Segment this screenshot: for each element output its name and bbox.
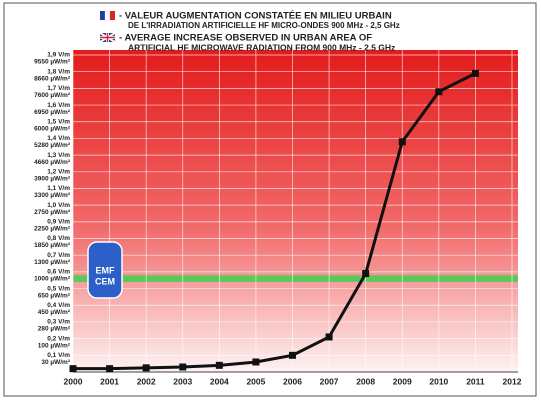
y-tick-label: 1,1 V/m [47, 185, 70, 192]
y-tick-label: 0,8 V/m [47, 235, 70, 242]
point [69, 365, 77, 373]
point [289, 351, 296, 359]
point [435, 88, 443, 96]
point [362, 270, 370, 278]
y-tick-label: 6950 µW/m² [34, 109, 71, 116]
y-tick-label: 2250 µW/m² [34, 226, 71, 233]
flag-fr [100, 10, 115, 21]
y-tick-label: 1,2 V/m [47, 169, 70, 176]
y-tick-label: 4660 µW/m² [34, 159, 71, 166]
x-tick-label: 2003 [173, 376, 192, 386]
y-tick-label: 0,6 V/m [47, 269, 70, 276]
point [215, 361, 223, 369]
x-tick-label: 2008 [356, 376, 375, 386]
y-tick-label: 1,6 V/m [47, 102, 70, 109]
y-tick-label: 1,9 V/m [47, 52, 70, 59]
series-line [73, 72, 477, 371]
logo-text: CEM [95, 276, 115, 286]
y-tick-label: 1,8 V/m [47, 68, 70, 75]
y-tick-label: 0,1 V/m [47, 352, 70, 359]
y-tick-label: 100 µW/m² [38, 342, 71, 349]
x-tick-label: 2009 [393, 376, 412, 386]
y-tick-label: 3900 µW/m² [34, 176, 71, 183]
x-tick-label: 2012 [503, 376, 522, 386]
y-tick-label: 1,7 V/m [47, 85, 70, 92]
y-tick-label: 0,7 V/m [47, 252, 70, 259]
y-tick-label: 280 µW/m² [38, 326, 71, 333]
point [471, 69, 479, 77]
y-tick-label: 1300 µW/m² [34, 259, 71, 266]
x-tick-label: 2001 [100, 376, 119, 386]
y-tick-label: 1,0 V/m [47, 202, 70, 209]
x-tick-label: 2006 [283, 376, 302, 386]
y-tick-label: 6000 µW/m² [34, 125, 71, 132]
point [106, 365, 114, 373]
y-tick-label: 1,3 V/m [47, 152, 70, 159]
y-tick-label: 1,5 V/m [47, 118, 70, 125]
logo: EMF CEM [87, 241, 123, 299]
y-tick-label: 3300 µW/m² [34, 192, 71, 199]
plot-area [73, 50, 518, 372]
title: - AVERAGE INCREASE OBSERVED IN URBAN ARE… [119, 33, 372, 44]
x-tick-label: 2005 [246, 376, 265, 386]
y-tick-label: 0,4 V/m [47, 302, 70, 309]
title: - VALEUR AUGMENTATION CONSTATÉE EN MILIE… [119, 11, 392, 22]
point [252, 358, 260, 366]
point [398, 138, 406, 146]
point [325, 333, 333, 341]
y-tick-label: 450 µW/m² [38, 309, 71, 316]
x-tick-label: 2011 [466, 376, 485, 386]
y-tick-label: 0,3 V/m [47, 319, 70, 326]
y-tick-label: 8660 µW/m² [34, 75, 71, 82]
x-tick-label: 2004 [210, 376, 229, 386]
y-tick-label: 650 µW/m² [38, 292, 71, 299]
y-tick-label: 2750 µW/m² [34, 209, 71, 216]
point [179, 363, 187, 371]
y-tick-label: 0,5 V/m [47, 285, 70, 292]
y-tick-label: 9550 µW/m² [34, 59, 71, 66]
x-tick-label: 2002 [137, 376, 156, 386]
band [73, 275, 518, 282]
y-tick-label: 30 µW/m² [41, 359, 71, 366]
y-tick-label: 1850 µW/m² [34, 242, 71, 249]
x-tick-label: 2010 [429, 376, 448, 386]
x-tick-label: 2000 [64, 376, 83, 386]
title: DE L'IRRADIATION ARTIFICIELLE HF MICRO-O… [128, 21, 400, 30]
y-tick-label: 7600 µW/m² [34, 92, 71, 99]
flag-uk [99, 32, 116, 43]
y-tick-label: 0,9 V/m [47, 219, 70, 226]
point [142, 364, 150, 372]
x-tick-label: 2007 [320, 376, 339, 386]
y-tick-label: 1,4 V/m [47, 135, 70, 142]
y-tick-label: 0,2 V/m [47, 335, 70, 342]
y-tick-label: 1000 µW/m² [34, 276, 71, 283]
logo-text: EMF [96, 265, 116, 275]
title: ARTIFICIAL HF MICROWAVE RADIATION FROM 9… [128, 42, 395, 52]
y-tick-label: 5280 µW/m² [34, 142, 71, 149]
